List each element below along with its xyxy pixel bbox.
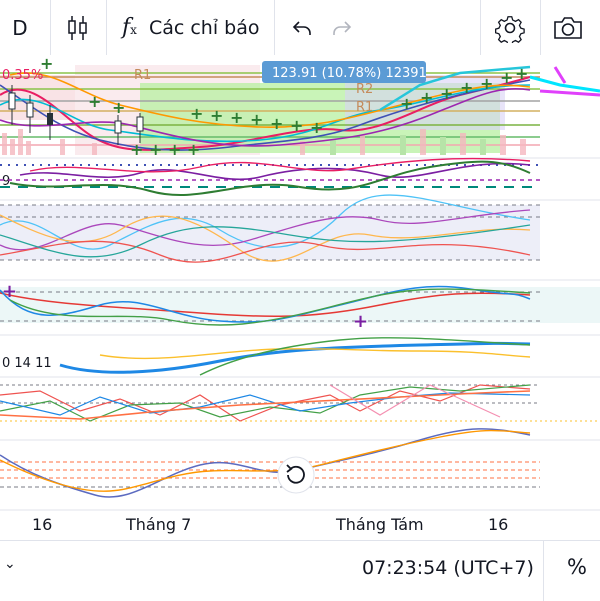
candles-icon — [66, 14, 90, 42]
toolbar-divider — [106, 0, 107, 55]
indicators-label: Các chỉ báo — [149, 17, 260, 39]
toolbar-divider — [274, 0, 275, 55]
oscillator-pane-1: 9 — [0, 159, 540, 195]
toolbar-divider — [480, 0, 481, 55]
x-label-16-right: 16 — [488, 515, 508, 534]
svg-text:+: + — [440, 84, 453, 103]
x-label-thang-7: Tháng 7 — [125, 515, 191, 534]
percent-scale-button[interactable]: % — [567, 555, 587, 579]
bottom-divider — [543, 541, 544, 601]
clock-timezone[interactable]: 07:23:54 (UTC+7) — [362, 557, 534, 579]
oscillator-pane-6 — [0, 429, 540, 497]
svg-text:+: + — [270, 114, 283, 133]
svg-text:+: + — [353, 311, 368, 332]
svg-text:+ + + +: + + + + — [130, 140, 200, 159]
price-badge-text: 123.91 (10.78%) 12391 — [272, 66, 427, 81]
svg-text:+: + — [190, 104, 203, 123]
svg-text:+: + — [515, 64, 528, 83]
undo-icon — [290, 16, 314, 40]
svg-text:+: + — [2, 281, 17, 302]
svg-text:+: + — [230, 108, 243, 127]
camera-icon — [552, 14, 584, 42]
reset-chart-button[interactable] — [278, 457, 314, 493]
oscillator-pane-5 — [0, 385, 600, 421]
screenshot-button[interactable] — [546, 0, 590, 55]
svg-text:+: + — [480, 74, 493, 93]
indicators-button[interactable]: fx Các chỉ báo — [112, 0, 272, 55]
svg-text:+: + — [400, 94, 413, 113]
redo-icon — [330, 16, 354, 40]
oscillator-pane-4: 0 14 11 — [2, 338, 530, 375]
gear-icon — [495, 13, 525, 43]
chart-type-button[interactable] — [58, 0, 98, 55]
bottom-bar: ⌄ 07:23:54 (UTC+7) % — [0, 540, 600, 601]
chart-area[interactable]: ++ + + + + + + + ++ + + + + + + + + + + 123.91 (1… — [0, 55, 600, 540]
svg-text:+: + — [290, 116, 303, 135]
svg-text:+: + — [460, 78, 473, 97]
toolbar-divider — [50, 0, 51, 55]
pane-label-0-14-11: 0 14 11 — [2, 356, 52, 371]
undo-button[interactable] — [282, 0, 322, 55]
svg-text:+: + — [500, 68, 513, 87]
left-percent-label: 0.35% — [2, 68, 43, 83]
pivot-label-r1: R1 — [134, 68, 151, 83]
chevron-down-icon[interactable]: ⌄ — [4, 556, 16, 572]
x-label-16: 16 — [32, 515, 52, 534]
svg-text:+: + — [112, 98, 125, 117]
svg-text:+: + — [210, 106, 223, 125]
toolbar-divider — [540, 0, 541, 55]
x-label-thang-tam: Tháng Tám — [335, 515, 424, 534]
oscillator-pane-2 — [0, 195, 540, 262]
fx-icon: fx — [122, 15, 137, 40]
svg-text:+: + — [250, 110, 263, 129]
pivot-label-r2: R2 — [356, 82, 373, 97]
svg-text:+: + — [310, 118, 323, 137]
svg-text:+: + — [420, 88, 433, 107]
interval-button[interactable]: D — [0, 0, 40, 55]
top-toolbar: D fx Các chỉ báo — [0, 0, 600, 56]
redo-button[interactable] — [322, 0, 362, 55]
oscillator-pane-3: + + — [0, 281, 600, 332]
settings-button[interactable] — [488, 0, 532, 55]
pivot-label-r1-right: R1 — [356, 100, 373, 115]
svg-text:+: + — [88, 92, 101, 111]
